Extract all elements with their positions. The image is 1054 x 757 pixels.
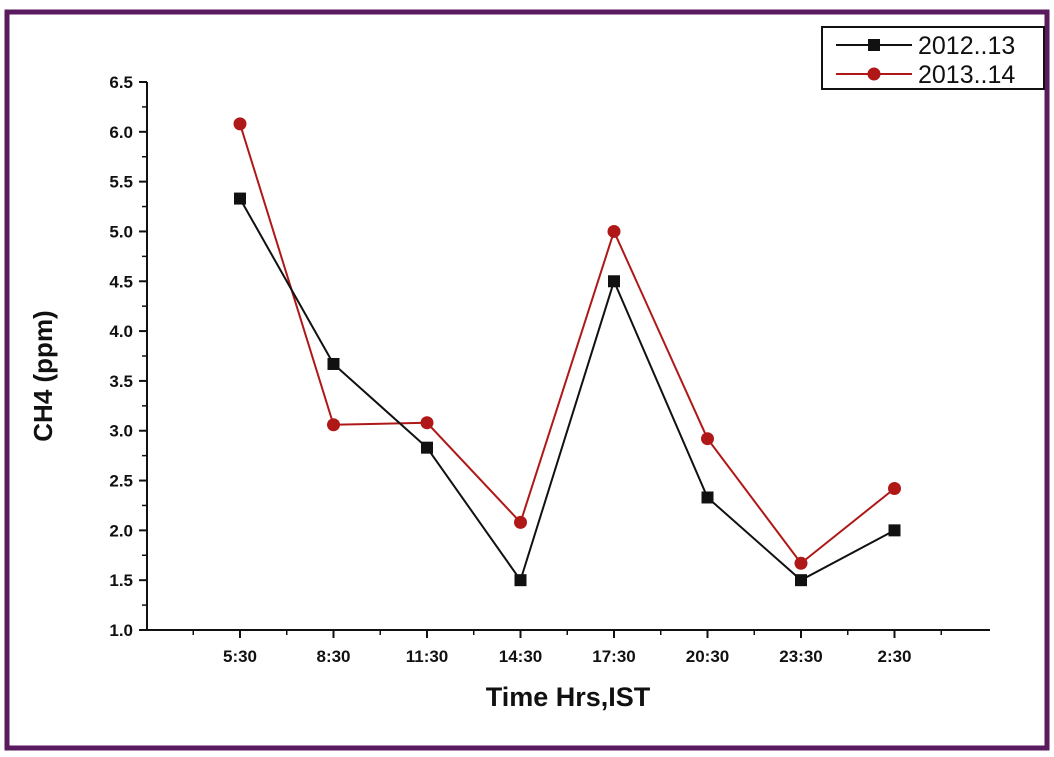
- x-tick-label: 14:30: [499, 647, 542, 666]
- data-point-square: [795, 574, 807, 587]
- y-tick-label: 1.5: [109, 571, 133, 590]
- y-ticks: 1.0 1.5 2.0 2.5 3.0 3.5 4.0 4.5 5.0 5.5 6.0 6.5: [109, 73, 147, 640]
- x-tick-label: 17:30: [592, 647, 635, 666]
- data-point-circle: [701, 432, 714, 446]
- legend-box: [821, 26, 1045, 90]
- data-point-square: [701, 491, 714, 504]
- legend-marker-circle: [867, 67, 881, 81]
- y-tick-label: 5.5: [109, 173, 133, 192]
- data-point-circle: [794, 556, 808, 570]
- legend-label-2013: 2013..14: [918, 61, 1015, 89]
- data-point-square: [327, 357, 340, 370]
- y-tick-label: 3.5: [109, 372, 133, 391]
- data-point-square: [421, 441, 433, 454]
- data-point-circle: [233, 117, 247, 131]
- legend-marker-square: [868, 39, 880, 51]
- x-tick-label: 20:30: [686, 647, 729, 666]
- chart-border: [4, 9, 1050, 751]
- x-tick-label: 23:30: [779, 647, 822, 666]
- data-point-square: [888, 524, 901, 537]
- legend-item-2012: 2012..13: [836, 32, 1015, 60]
- legend-item-2013: 2013..14: [836, 61, 1015, 89]
- data-point-circle: [420, 416, 434, 430]
- x-tick-label: 5:30: [223, 647, 257, 666]
- y-tick-label: 2.0: [109, 521, 133, 540]
- series-line-2013..14: [239, 123, 896, 565]
- legend: 2012..13 2013..14: [821, 26, 1045, 90]
- y-tick-label: 3.0: [109, 422, 133, 441]
- data-point-circle: [607, 224, 621, 238]
- y-tick-label: 1.0: [109, 621, 133, 640]
- data-point-square: [514, 574, 527, 587]
- y-tick-label: 6.5: [109, 73, 133, 92]
- data-point-square: [608, 275, 620, 288]
- x-tick-label: 8:30: [316, 647, 350, 666]
- x-axis-title: Time Hrs,IST: [486, 682, 651, 712]
- series-line-2012..13: [239, 198, 895, 583]
- data-point-circle: [514, 515, 527, 529]
- y-tick-label: 4.0: [109, 322, 133, 341]
- y-tick-label: 4.5: [109, 272, 133, 291]
- y-tick-label: 6.0: [109, 123, 133, 142]
- y-tick-label: 2.5: [109, 472, 133, 491]
- legend-label-2012: 2012..13: [918, 32, 1015, 60]
- data-point-square: [234, 192, 246, 205]
- x-tick-label: 11:30: [406, 647, 449, 666]
- series-layer: [233, 117, 901, 587]
- y-axis-title: CH4 (ppm): [28, 310, 58, 441]
- x-ticks: 5:30 8:30 11:30 14:30 17:30 20:30 23:30 2:30: [192, 630, 942, 666]
- x-tick-label: 2:30: [877, 647, 911, 666]
- y-tick-label: 5.0: [109, 222, 133, 241]
- data-point-circle: [888, 482, 901, 496]
- data-point-circle: [327, 418, 340, 432]
